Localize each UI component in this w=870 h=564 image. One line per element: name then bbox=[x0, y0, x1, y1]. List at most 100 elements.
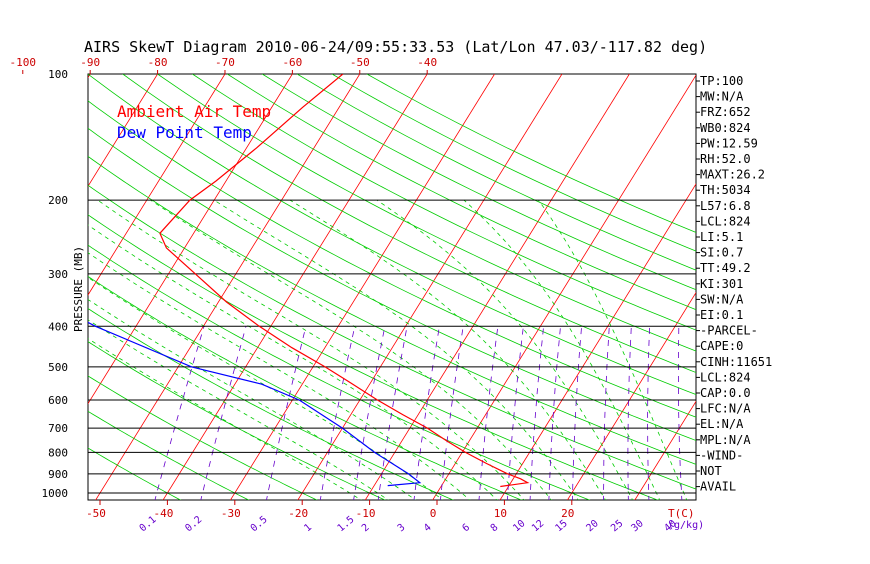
moist-adiabat-line bbox=[464, 200, 661, 502]
mixing-ratio-tick-label: 30 bbox=[630, 518, 646, 534]
index-entry: NOT bbox=[700, 464, 722, 478]
mixing-ratio-line bbox=[628, 326, 631, 502]
mixing-ratio-tick-label: 1.5 bbox=[336, 514, 357, 534]
mixing-ratio-tick-label: 2 bbox=[360, 522, 372, 534]
moist-adiabat-line bbox=[538, 200, 687, 502]
bottom-temp-tick-label: -50 bbox=[86, 507, 106, 520]
bottom-temp-tick-label: 10 bbox=[494, 507, 507, 520]
index-entry: L57:6.8 bbox=[700, 199, 751, 213]
index-entry: LCL:824 bbox=[700, 370, 751, 384]
legend-entry-dew-point: Dew Point Temp bbox=[117, 123, 252, 142]
index-entry: FRZ:652 bbox=[700, 105, 751, 119]
bottom-temp-tick-label: -10 bbox=[356, 507, 376, 520]
mixing-ratio-tick-label: 0.5 bbox=[249, 514, 270, 534]
index-entry: LI:5.1 bbox=[700, 230, 743, 244]
pressure-tick-label: 600 bbox=[48, 394, 68, 407]
mixing-ratio-tick-label: 8 bbox=[489, 522, 501, 534]
chart-title: AIRS SkewT Diagram 2010-06-24/09:55:33.5… bbox=[84, 38, 707, 56]
index-entry: -PARCEL- bbox=[700, 324, 758, 338]
top-temp-tick-label: -80 bbox=[148, 56, 168, 69]
mixing-ratio-line bbox=[530, 326, 544, 502]
mixing-ratio-tick-label: 3 bbox=[396, 522, 408, 534]
isotherm-line bbox=[0, 74, 23, 502]
index-entry: KI:301 bbox=[700, 277, 743, 291]
index-entry: EI:0.1 bbox=[700, 308, 743, 322]
index-entry: CAPE:0 bbox=[700, 339, 743, 353]
index-entry: RH:52.0 bbox=[700, 152, 751, 166]
index-entry: PW:12.59 bbox=[700, 136, 758, 150]
moist-adiabat-line bbox=[98, 200, 526, 502]
isotherm-line bbox=[431, 74, 696, 502]
mixing-ratio-tick-label: 10 bbox=[511, 518, 527, 534]
pressure-tick-label: 1000 bbox=[42, 487, 69, 500]
isotherm-line bbox=[768, 74, 870, 502]
dry-adiabat-line bbox=[332, 74, 870, 502]
mixing-ratio-tick-label: 15 bbox=[553, 518, 569, 534]
index-entry: CINH:11651 bbox=[700, 355, 772, 369]
dry-adiabat-line bbox=[0, 74, 662, 502]
index-entry: MW:N/A bbox=[700, 90, 744, 104]
isotherm-line bbox=[566, 74, 831, 502]
isotherm-line bbox=[229, 74, 494, 502]
pressure-tick-label: 300 bbox=[48, 268, 68, 281]
index-entry: SW:N/A bbox=[700, 292, 744, 306]
index-entry: TT:49.2 bbox=[700, 261, 751, 275]
top-temp-tick-label: -40 bbox=[417, 56, 437, 69]
index-entry: LFC:N/A bbox=[700, 402, 751, 416]
dry-adiabat-line bbox=[158, 74, 870, 502]
pressure-tick-label: 100 bbox=[48, 68, 68, 81]
mixing-ratio-line bbox=[604, 326, 610, 502]
mixing-ratio-tick-label: 12 bbox=[530, 518, 546, 534]
mixing-ratio-line bbox=[648, 326, 650, 502]
index-entry: TP:100 bbox=[700, 74, 743, 88]
index-entry: MPL:N/A bbox=[700, 433, 751, 447]
pressure-tick-label: 800 bbox=[48, 446, 68, 459]
index-entry: AVAIL bbox=[700, 480, 736, 494]
top-temp-tick-label: -60 bbox=[282, 56, 302, 69]
bottom-temp-tick-label: 20 bbox=[561, 507, 574, 520]
mixing-ratio-line bbox=[200, 326, 246, 502]
top-temp-tick-label: -100 bbox=[10, 56, 37, 69]
isotherm-line bbox=[836, 74, 870, 502]
pressure-tick-label: 700 bbox=[48, 422, 68, 435]
index-entry: LCL:824 bbox=[700, 214, 751, 228]
bottom-temp-tick-label: 0 bbox=[430, 507, 437, 520]
mixing-ratio-line bbox=[678, 326, 682, 502]
legend: Ambient Air Temp Dew Point Temp bbox=[117, 102, 271, 142]
top-temp-tick-label: -90 bbox=[80, 56, 100, 69]
index-entry: MAXT:26.2 bbox=[700, 168, 765, 182]
mixing-ratio-line bbox=[549, 326, 561, 502]
index-entry: TH:5034 bbox=[700, 183, 751, 197]
temperature-unit-label: T(C) bbox=[668, 507, 695, 520]
bottom-temp-tick-label: -30 bbox=[221, 507, 241, 520]
y-axis-label: PRESSURE (MB) bbox=[72, 246, 85, 332]
index-entry: CAP:0.0 bbox=[700, 386, 751, 400]
mixing-ratio-tick-label: 1 bbox=[302, 522, 314, 534]
dry-adiabat-line bbox=[227, 74, 870, 502]
dry-adiabat-line bbox=[0, 74, 731, 502]
index-entry: EL:N/A bbox=[700, 417, 744, 431]
pressure-tick-label: 500 bbox=[48, 361, 68, 374]
mixing-ratio-tick-label: 0.2 bbox=[183, 514, 204, 534]
mixing-ratio-tick-label: 20 bbox=[584, 518, 600, 534]
mixing-ratio-line bbox=[154, 326, 204, 502]
bottom-temp-tick-label: -20 bbox=[288, 507, 308, 520]
index-entry: SI:0.7 bbox=[700, 246, 743, 260]
mixing-ratio-tick-label: 25 bbox=[609, 518, 625, 534]
mixing-ratio-line bbox=[440, 326, 463, 502]
pressure-tick-label: 200 bbox=[48, 194, 68, 207]
moist-adiabat-line bbox=[15, 200, 472, 502]
dry-adiabat-line bbox=[297, 74, 870, 502]
top-temp-tick-label: -50 bbox=[350, 56, 370, 69]
mixing-ratio-tick-label: 4 bbox=[422, 522, 434, 534]
axis-ticks: -120-110-100-90-80-70-60-50-40-50-40-30-… bbox=[0, 56, 704, 534]
mixing-ratio-tick-label: 6 bbox=[460, 522, 472, 534]
bottom-temp-tick-label: -40 bbox=[153, 507, 173, 520]
mixing-ratio-line bbox=[414, 326, 440, 502]
index-entry: -WIND- bbox=[700, 448, 743, 462]
isotherm-line bbox=[297, 74, 562, 502]
index-entry: WB0:824 bbox=[700, 121, 751, 135]
